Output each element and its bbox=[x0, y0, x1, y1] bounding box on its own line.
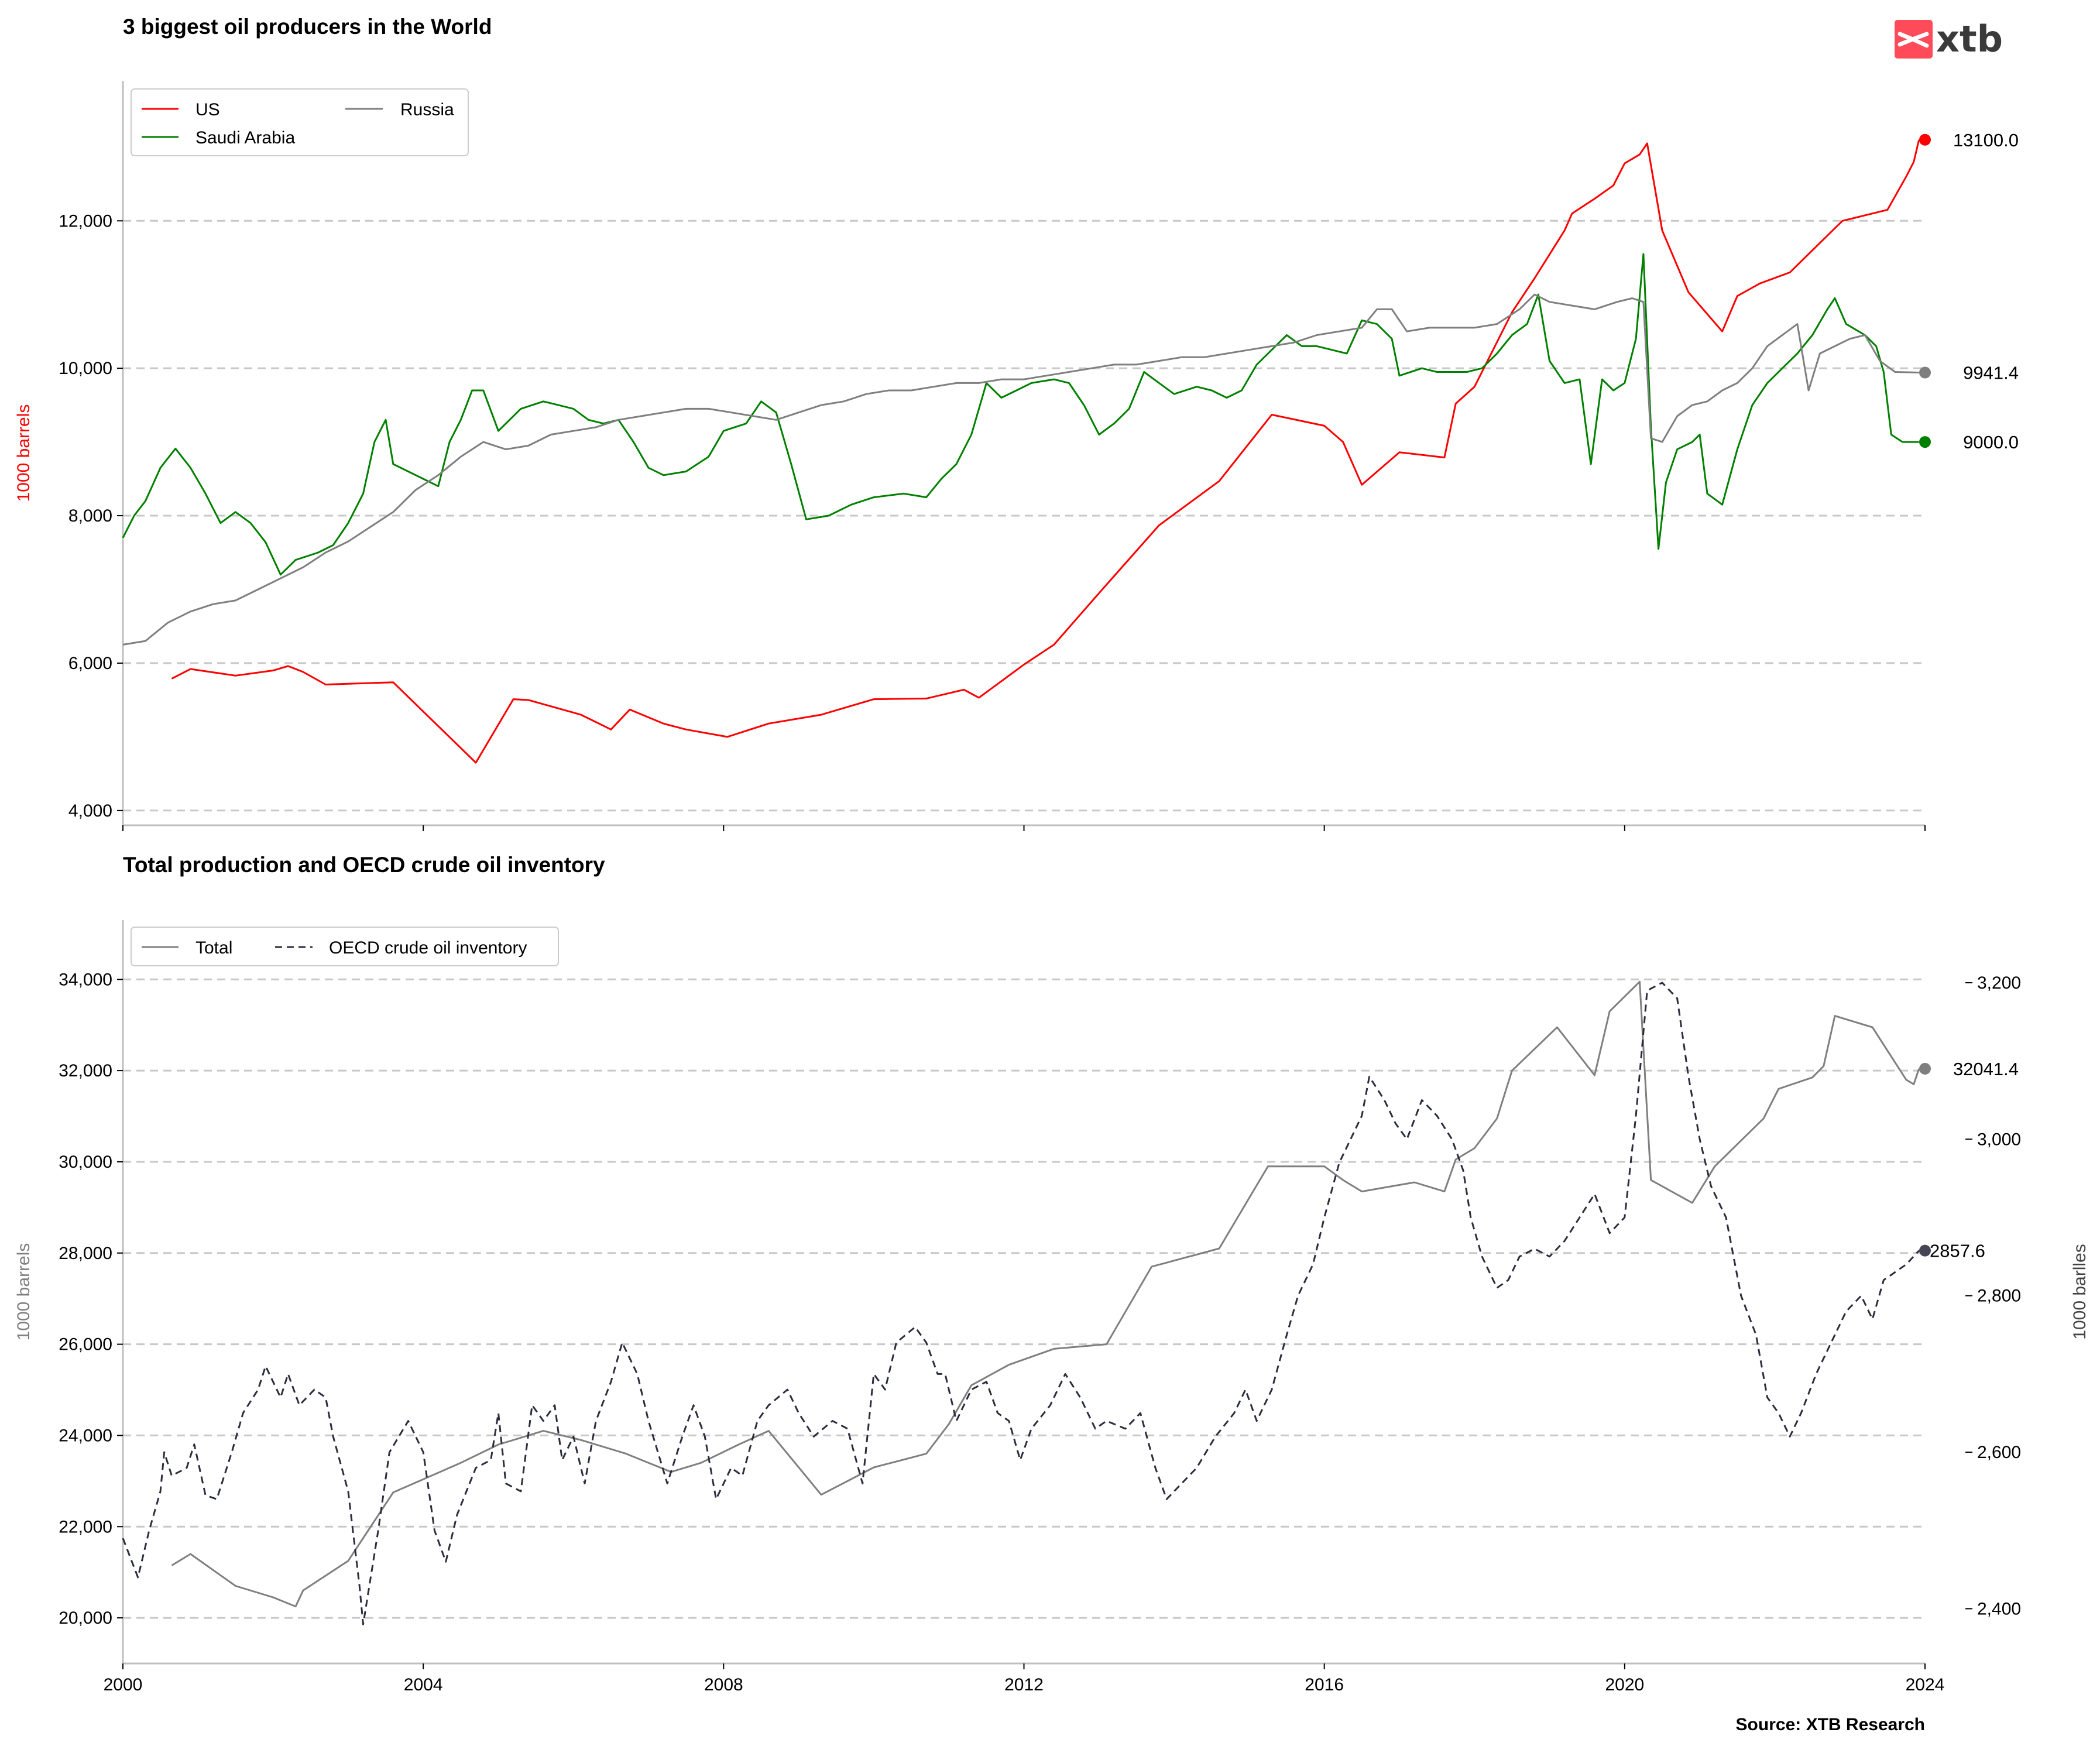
xtb-logo: xtb bbox=[1895, 18, 2003, 60]
x-tick-label: 2000 bbox=[104, 1675, 143, 1694]
bottom-chart-right-y-ticks: 2,400 2,600 2,800 3,000 3,200 bbox=[1965, 973, 2021, 1618]
legend-label-us: US bbox=[195, 100, 220, 119]
top-chart-legend: US Russia Saudi Arabia bbox=[131, 88, 469, 156]
x-tick-label: 2004 bbox=[404, 1675, 443, 1694]
y-tick-label: 8,000 bbox=[68, 506, 112, 526]
series-line-russia bbox=[122, 293, 1919, 646]
legend-label-saudi-arabia: Saudi Arabia bbox=[195, 128, 295, 147]
end-value-label-oecd-crude-oil-inventory: 2857.6 bbox=[1930, 1241, 1985, 1261]
series-line-total bbox=[171, 980, 1920, 1608]
y-tick-label: 4,000 bbox=[68, 801, 112, 821]
y-tick-label: 34,000 bbox=[59, 970, 112, 989]
y-tick-label: 24,000 bbox=[59, 1426, 112, 1445]
x-tick-label: 2008 bbox=[704, 1675, 743, 1694]
legend-label-oecd-inventory: OECD crude oil inventory bbox=[329, 938, 527, 958]
bottom-chart-left-y-axis-label: 1000 barrels bbox=[14, 1243, 33, 1341]
end-marker-us bbox=[1919, 133, 1931, 146]
source-footnote: Source: XTB Research bbox=[1736, 1715, 1925, 1734]
y-tick-label: 20,000 bbox=[59, 1608, 112, 1628]
right-y-tick-label: 3,200 bbox=[1977, 973, 2021, 993]
x-tick-label: 2016 bbox=[1305, 1675, 1344, 1694]
end-marker-oecd-crude-oil-inventory bbox=[1919, 1244, 1931, 1257]
end-marker-saudi-arabia bbox=[1919, 436, 1931, 448]
y-tick-label: 12,000 bbox=[59, 211, 112, 231]
bottom-chart-end-markers: 32041.4 2857.6 bbox=[1919, 1059, 2019, 1261]
bottom-chart-x-ticks: 2000 2004 2008 2012 2016 2020 2024 bbox=[104, 1663, 1945, 1694]
end-value-label-total: 32041.4 bbox=[1953, 1059, 2019, 1079]
y-tick-label: 10,000 bbox=[59, 359, 112, 378]
bottom-chart-legend: Total OECD crude oil inventory bbox=[131, 927, 559, 966]
x-tick-label: 2012 bbox=[1004, 1675, 1044, 1694]
series-line-oecd-crude-oil-inventory bbox=[122, 982, 1920, 1625]
end-value-label-russia: 9941.4 bbox=[1963, 363, 2019, 383]
end-marker-russia bbox=[1919, 366, 1931, 379]
top-chart-gridlines bbox=[123, 219, 1925, 812]
bottom-chart-right-y-axis-label: 1000 barlles bbox=[2070, 1244, 2089, 1339]
bottom-chart-title: Total production and OECD crude oil inve… bbox=[123, 853, 605, 877]
legend-label-total: Total bbox=[195, 938, 232, 958]
right-y-tick-label: 2,800 bbox=[1977, 1287, 2021, 1306]
right-y-tick-label: 3,000 bbox=[1977, 1130, 2021, 1149]
top-chart: 3 biggest oil producers in the World 4,0… bbox=[14, 15, 2019, 831]
top-chart-y-ticks: 4,000 6,000 8,000 10,000 12,000 bbox=[59, 211, 123, 821]
y-tick-label: 22,000 bbox=[59, 1517, 112, 1536]
right-y-tick-label: 2,400 bbox=[1977, 1599, 2021, 1618]
y-tick-label: 6,000 bbox=[68, 654, 112, 673]
legend-label-russia: Russia bbox=[400, 100, 454, 119]
top-chart-series bbox=[122, 139, 1920, 764]
bottom-chart-series bbox=[122, 980, 1920, 1625]
x-tick-label: 2020 bbox=[1605, 1675, 1644, 1694]
series-line-us bbox=[171, 139, 1920, 764]
top-chart-x-ticks bbox=[122, 825, 1926, 831]
y-tick-label: 26,000 bbox=[59, 1335, 112, 1354]
xtb-logo-text: xtb bbox=[1936, 18, 2003, 60]
top-chart-end-markers: 13100.0 9000.0 9941.4 bbox=[1919, 130, 2019, 452]
end-value-label-us: 13100.0 bbox=[1953, 130, 2019, 150]
series-line-saudi-arabia bbox=[122, 253, 1919, 576]
end-value-label-saudi-arabia: 9000.0 bbox=[1963, 432, 2019, 452]
bottom-chart: Total production and OECD crude oil inve… bbox=[14, 853, 2089, 1694]
bottom-legend-frame bbox=[131, 927, 559, 966]
x-tick-label: 2024 bbox=[1906, 1675, 1945, 1694]
bottom-chart-left-y-ticks: 20,000 22,000 24,000 26,000 28,000 30,000 32,0… bbox=[59, 970, 123, 1628]
top-chart-title: 3 biggest oil producers in the World bbox=[123, 15, 492, 39]
right-y-tick-label: 2,600 bbox=[1977, 1443, 2021, 1462]
top-chart-y-axis-label: 1000 barrels bbox=[14, 404, 33, 502]
bottom-chart-gridlines bbox=[123, 978, 1925, 1619]
xtb-logo-arrow-icon bbox=[1897, 32, 1929, 48]
y-tick-label: 32,000 bbox=[59, 1061, 112, 1080]
top-legend-frame bbox=[131, 88, 469, 156]
end-marker-total bbox=[1919, 1062, 1931, 1075]
y-tick-label: 30,000 bbox=[59, 1152, 112, 1172]
y-tick-label: 28,000 bbox=[59, 1244, 112, 1263]
